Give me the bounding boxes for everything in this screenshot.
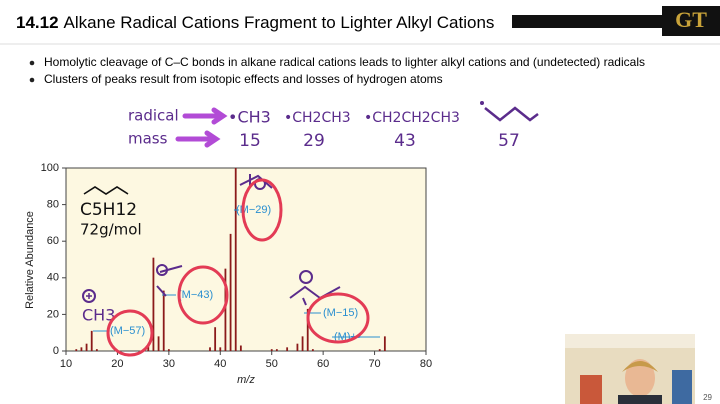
hand-molar-mass: 72g/mol — [80, 221, 142, 239]
annotation: (M−57) — [110, 325, 145, 337]
bullet-dot — [29, 60, 35, 66]
bar — [239, 345, 242, 351]
bar — [275, 349, 278, 351]
y-tick-label: 20 — [47, 308, 59, 320]
hand-mass: 43 — [394, 131, 416, 151]
plot-area — [65, 167, 427, 352]
bar — [311, 349, 314, 351]
annotation: (M−43) — [178, 289, 213, 301]
hand-circles — [106, 178, 370, 357]
video-face — [625, 359, 655, 397]
x-tick-label: 50 — [266, 358, 278, 370]
y-tick-label: 40 — [47, 272, 59, 284]
bar — [214, 327, 217, 351]
hand-arrow — [175, 107, 228, 148]
hand-mass: 15 — [239, 131, 261, 151]
bar — [75, 349, 78, 351]
x-tick-label: 10 — [60, 358, 72, 370]
x-tick-label: 30 — [163, 358, 175, 370]
bar — [234, 168, 237, 351]
section-number: 14.12 — [16, 13, 59, 32]
hand-circle — [306, 292, 370, 344]
x-tick-label: 80 — [420, 358, 432, 370]
plus-circle — [299, 270, 313, 284]
video-hair — [622, 361, 658, 372]
header-bar — [512, 15, 662, 28]
hand-mass: 29 — [303, 131, 325, 151]
x-tick-label: 60 — [317, 358, 329, 370]
hand-circle — [106, 309, 154, 357]
logo: GT — [675, 7, 707, 32]
hand-circle — [177, 265, 229, 325]
y-tick-label: 100 — [41, 162, 59, 174]
bullet-dot — [29, 77, 35, 83]
x-axis-label: m/z — [237, 374, 255, 386]
hand-radical: •CH2CH3 — [284, 110, 351, 126]
plus-circle — [82, 289, 96, 303]
video-shirt — [618, 395, 662, 404]
video-ceiling — [565, 334, 695, 348]
bar — [85, 343, 88, 351]
logo-box — [662, 6, 720, 36]
y-tick-label: 80 — [47, 199, 59, 211]
plus-circle — [156, 264, 168, 276]
bar — [301, 336, 304, 351]
bar — [80, 347, 83, 351]
bar — [167, 349, 170, 351]
plot: 0 20 40 60 80 100 10 20 30 40 50 60 70 80 (M−57) (M−43)… — [41, 162, 432, 370]
bar — [378, 349, 381, 351]
bar — [286, 347, 289, 351]
bar — [219, 347, 222, 351]
bullet: Clusters of peaks result from isotopic e… — [44, 72, 443, 86]
bar — [383, 336, 386, 351]
hand-fragment: CH3 — [82, 306, 115, 325]
bar — [306, 308, 309, 351]
x-tick-label: 40 — [214, 358, 226, 370]
bar — [209, 347, 211, 351]
title-text: Alkane Radical Cations Fragment to Light… — [64, 13, 495, 32]
hand-mass: 57 — [498, 131, 520, 151]
hand-circle — [241, 178, 283, 242]
bar — [229, 233, 232, 351]
hand-marks — [156, 174, 341, 306]
video-inset — [565, 334, 695, 404]
radical-dot — [480, 101, 484, 105]
hand-radical: •CH2CH2CH3 — [364, 110, 460, 126]
hand-skeletal — [484, 106, 539, 122]
x-tick-label: 70 — [368, 358, 380, 370]
annotation: (M−15) — [323, 307, 358, 319]
y-tick-label: 0 — [53, 345, 59, 357]
bullet: Homolytic cleavage of C–C bonds in alkan… — [44, 55, 645, 69]
page-number: 29 — [703, 393, 712, 402]
video-object — [672, 370, 692, 404]
bar — [152, 257, 155, 351]
annotation: (M−29) — [236, 204, 271, 216]
bar — [224, 268, 227, 351]
hand-radical: •CH3 — [228, 108, 271, 127]
bar — [157, 336, 160, 351]
bar — [95, 349, 98, 351]
bar — [90, 330, 93, 351]
y-axis-label: Relative Abundance — [24, 211, 36, 309]
bar — [270, 349, 273, 351]
slide-title: 14.12 Alkane Radical Cations Fragment to … — [16, 13, 494, 32]
plus — [86, 293, 92, 299]
hand-label: mass — [128, 130, 168, 148]
bar — [296, 343, 299, 351]
bar — [162, 290, 165, 351]
hand-formula: C5H12 — [80, 200, 137, 220]
hand-skeletal — [83, 186, 129, 195]
hand-label: radical — [128, 107, 179, 125]
x-tick-label: 20 — [111, 358, 123, 370]
y-tick-label: 60 — [47, 235, 59, 247]
video-object — [580, 375, 602, 404]
